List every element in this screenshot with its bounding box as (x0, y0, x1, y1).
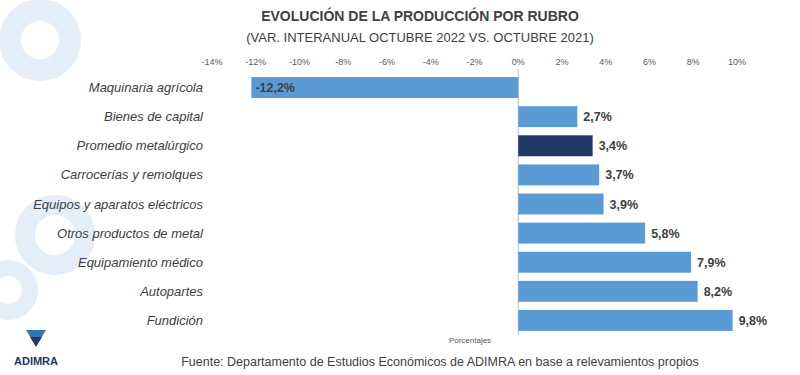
gear (10, 10, 70, 70)
category-label: Fundición (147, 313, 203, 328)
data-label: 3,4% (599, 139, 628, 153)
tick-label: -4% (423, 57, 439, 67)
tick-label: 6% (643, 57, 656, 67)
tick-label: 2% (555, 57, 568, 67)
category-label: Equipos y aparatos eléctricos (33, 197, 203, 212)
logo-text: ADIMRA (14, 355, 58, 367)
tick-label: -12% (245, 57, 266, 67)
tick-label: -6% (379, 57, 395, 67)
data-label: -12,2% (255, 81, 295, 95)
data-label: 9,8% (739, 314, 768, 328)
category-label: Promedio metalúrgico (77, 138, 203, 153)
tick-label: -10% (289, 57, 310, 67)
logo: ADIMRA (14, 330, 58, 367)
data-label: 7,9% (697, 256, 726, 270)
tick-label: -14% (201, 57, 222, 67)
data-label: 3,9% (610, 198, 639, 212)
category-label: Autopartes (139, 284, 203, 299)
title: EVOLUCIÓN DE LA PRODUCCIÓN POR RUBRO (261, 7, 579, 24)
decoration (0, 10, 85, 312)
bar (518, 223, 645, 244)
subtitle: (VAR. INTERANUAL OCTUBRE 2022 VS. OCTUBR… (246, 30, 593, 45)
data-label: 5,8% (651, 227, 680, 241)
logo-mark (30, 337, 42, 347)
logo-mark (26, 330, 46, 346)
bar (518, 281, 697, 302)
tick-label: -8% (335, 57, 351, 67)
axis-label: Porcentajes (449, 336, 491, 345)
bar (518, 252, 691, 273)
category-label: Equipamiento médico (78, 255, 203, 270)
tick-label: 4% (599, 57, 612, 67)
tick-label: 10% (728, 57, 746, 67)
category-label: Carrocerías y remolques (61, 167, 204, 182)
data-label: 2,7% (583, 110, 612, 124)
bar (518, 164, 599, 185)
source: Fuente: Departamento de Estudios Económi… (181, 355, 699, 369)
bar (518, 310, 732, 331)
data-label: 8,2% (704, 285, 733, 299)
x-axis: -14% -12% -10% -8% -6% -4% -2% 0% 2% 4% 6% 8% 10% (201, 57, 746, 335)
category-label: Bienes de capital (104, 109, 204, 124)
bar (518, 194, 603, 215)
tick-label: -2% (466, 57, 482, 67)
tick-label: 0% (512, 57, 525, 67)
bars (251, 77, 732, 331)
gear (0, 268, 30, 312)
labels: Maquinaria agrícola -12,2% Bienes de capit… (33, 80, 767, 328)
chart: EVOLUCIÓN DE LA PRODUCCIÓN POR RUBRO (VAR… (0, 0, 800, 375)
category-label: Otros productos de metal (57, 226, 204, 241)
bar (518, 135, 592, 156)
data-label: 3,7% (605, 168, 634, 182)
bar (251, 77, 518, 98)
bar (518, 106, 577, 127)
category-label: Maquinaria agrícola (89, 80, 203, 95)
tick-label: 8% (687, 57, 700, 67)
